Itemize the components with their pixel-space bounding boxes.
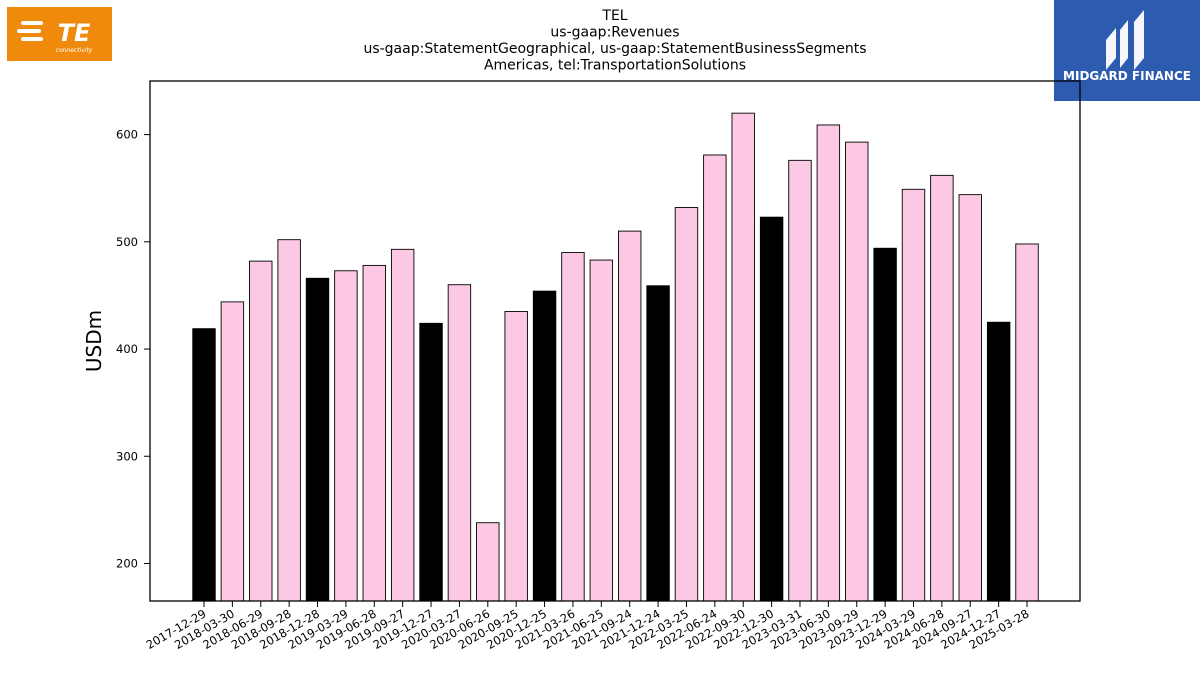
chart-title: TELus-gaap:Revenuesus-gaap:StatementGeog…	[363, 8, 866, 74]
bar	[277, 239, 301, 602]
bar	[419, 322, 443, 602]
bar	[930, 174, 954, 602]
bar	[192, 328, 216, 602]
bar	[390, 248, 415, 602]
chart-title-line: TEL	[601, 8, 627, 24]
plot-frame	[149, 80, 1081, 602]
bar	[674, 207, 699, 602]
bar	[731, 112, 755, 602]
y-axis: 200 300 400 500 600	[116, 128, 150, 570]
bar	[759, 216, 784, 602]
te-connectivity-logo: TE connectivity	[7, 7, 112, 61]
bar	[220, 301, 245, 602]
chart-title-line: us-gaap:Revenues	[550, 25, 679, 41]
bar	[618, 230, 642, 602]
bar	[504, 311, 528, 602]
bar	[362, 264, 386, 602]
bar	[447, 284, 472, 602]
y-tick-label: 600	[116, 128, 138, 142]
bar	[986, 321, 1011, 602]
bar	[1015, 243, 1039, 602]
y-axis-label: USDm	[82, 310, 106, 372]
bar	[816, 124, 841, 602]
bar	[873, 247, 897, 602]
y-tick-label: 200	[116, 556, 138, 570]
te-logo-text: TE	[58, 19, 91, 47]
y-tick-label: 400	[116, 342, 138, 356]
bar	[901, 188, 926, 602]
bar	[532, 290, 557, 602]
bar	[305, 277, 330, 602]
bars-group	[192, 112, 1039, 602]
te-logo-subtext: connectivity	[56, 47, 93, 54]
bar	[561, 252, 585, 602]
bar	[788, 159, 812, 602]
midgard-finance-logo: MIDGARD FINANCE	[1054, 0, 1200, 101]
bar	[958, 194, 982, 602]
bar	[334, 270, 358, 602]
bar	[646, 285, 670, 602]
midgard-logo-text: MIDGARD FINANCE	[1063, 69, 1191, 83]
y-tick-label: 300	[116, 449, 138, 463]
bar	[845, 141, 869, 602]
bar	[589, 259, 614, 602]
bar	[703, 154, 727, 602]
bar	[249, 260, 273, 602]
chart-title-line: Americas, tel:TransportationSolutions	[484, 58, 746, 74]
y-tick-label: 500	[116, 235, 138, 249]
chart-title-line: us-gaap:StatementGeographical, us-gaap:S…	[363, 41, 866, 57]
x-axis: 2017-12-292018-03-302018-06-292018-09-28…	[144, 601, 1032, 652]
bar	[476, 522, 500, 602]
